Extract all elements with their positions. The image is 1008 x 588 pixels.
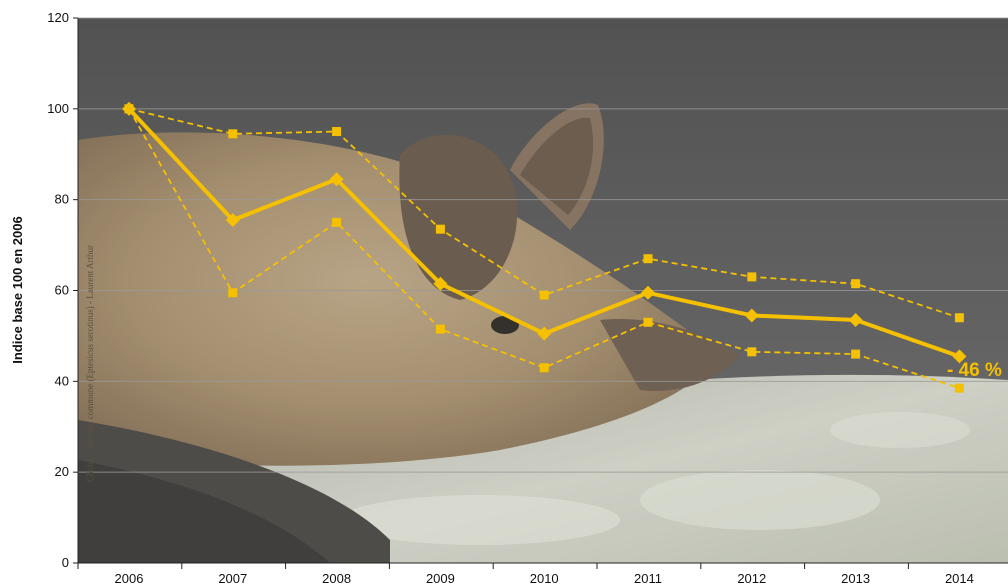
data-point [641, 285, 655, 300]
axis-labels: 0 20 40 60 80 100 120 2006 2007 2008 2009 2010 2011 2… [47, 10, 974, 586]
data-point [744, 308, 759, 323]
x-tick-label: 2009 [426, 571, 455, 586]
series-3 [124, 104, 964, 393]
data-point [332, 127, 342, 137]
data-point [228, 288, 238, 298]
data-point [435, 324, 445, 334]
data-point [433, 276, 448, 291]
data-point [643, 317, 653, 327]
y-tick-label: 0 [62, 555, 69, 570]
y-tick-label: 100 [47, 101, 69, 116]
data-point [952, 349, 967, 364]
data-point [747, 272, 757, 282]
x-tick-label: 2012 [737, 571, 766, 586]
y-tick-label: 80 [55, 192, 69, 207]
data-point [539, 363, 549, 373]
decline-annotation: - 46 % [947, 360, 1002, 381]
data-point [954, 313, 964, 323]
photo-credit: Cliché : Sérotine commune (Eptesicus ser… [85, 245, 95, 482]
data-point [954, 383, 964, 393]
y-tick-label: 20 [55, 464, 69, 479]
data-point [124, 104, 134, 114]
x-tick-label: 2008 [322, 571, 351, 586]
y-tick-label: 40 [55, 373, 69, 388]
data-point [851, 349, 861, 359]
data-point [539, 290, 549, 300]
data-point [643, 254, 653, 264]
x-tick-label: 2014 [945, 571, 974, 586]
x-tick-label: 2006 [115, 571, 144, 586]
series-line-2 [128, 107, 960, 319]
x-tick-label: 2007 [218, 571, 247, 586]
data-point [225, 213, 240, 228]
data-point [228, 129, 238, 139]
data-point [537, 326, 552, 341]
series-line-3 [128, 108, 960, 390]
grid-lines [78, 17, 1008, 473]
x-tick-label: 2010 [530, 571, 559, 586]
y-tick-label: 120 [47, 10, 69, 25]
axes [73, 17, 1008, 569]
data-point [848, 313, 863, 328]
y-axis-label: Indice base 100 en 2006 [10, 216, 25, 363]
data-point [332, 217, 342, 227]
x-tick-label: 2011 [634, 571, 662, 586]
x-tick-label: 2013 [841, 571, 870, 586]
data-point [851, 279, 861, 289]
data-point [435, 224, 445, 234]
data-point [747, 347, 757, 357]
y-tick-label: 60 [55, 283, 69, 298]
series-lines [122, 101, 967, 393]
data-point [329, 172, 344, 187]
